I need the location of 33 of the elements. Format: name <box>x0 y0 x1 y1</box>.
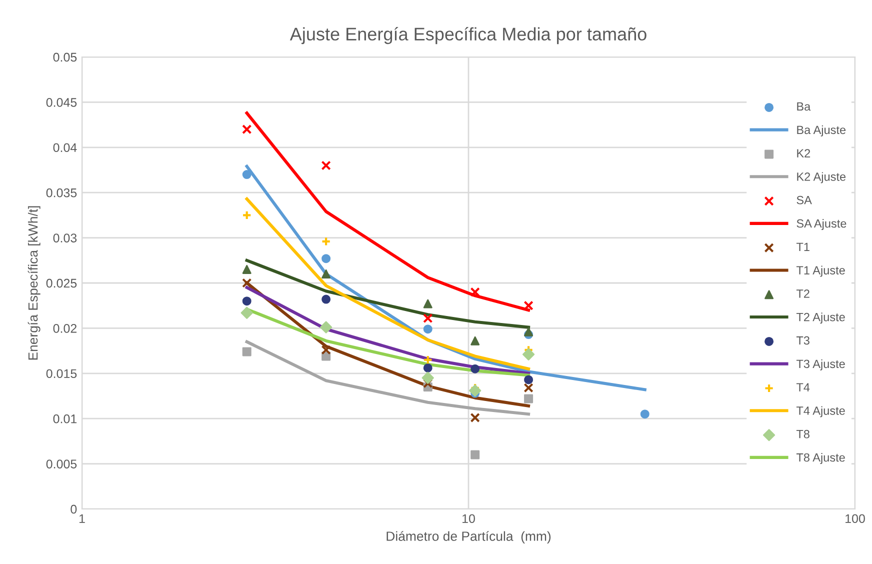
legend-label: T3 <box>796 336 810 345</box>
legend-label: T2 <box>796 290 810 298</box>
legend-label: T4 <box>796 383 810 392</box>
y-tick-label: 0.035 <box>46 188 77 198</box>
legend-label: T2 Ajuste <box>796 312 845 324</box>
legend-label: T1 <box>796 242 810 251</box>
x-tick-label: 10 <box>462 514 475 524</box>
y-tick-label: 0.01 <box>53 414 77 424</box>
y-tick-label: 0.005 <box>46 460 77 468</box>
legend-label: Ba Ajuste <box>797 125 846 136</box>
y-tick-label: 0.025 <box>46 278 77 288</box>
y-tick-label: 0.045 <box>46 98 77 107</box>
x-tick-label: 1 <box>79 514 85 523</box>
legend-label: K2 <box>797 149 810 158</box>
x-axis-title: Diámetro de Partícula (mm) <box>386 531 551 544</box>
legend-label: SA Ajuste <box>796 218 846 230</box>
y-tick-label: 0.03 <box>53 234 77 242</box>
y-tick-label: 0.015 <box>46 369 77 378</box>
y-tick-label: 0.05 <box>53 52 77 62</box>
legend-label: T8 <box>796 430 810 438</box>
legend-label: T4 Ajuste <box>796 406 845 418</box>
y-axis-title: Energía Específica [kWh/t] <box>28 206 40 360</box>
y-tick-label: 0 <box>70 504 77 514</box>
legend-label: K2 Ajuste <box>797 172 846 184</box>
y-tick-label: 0.04 <box>53 143 77 152</box>
legend-label: SA <box>796 196 812 204</box>
chart-title: Ajuste Energía Específica Media por tamaño <box>290 27 646 44</box>
x-tick-label: 100 <box>846 514 865 524</box>
legend-label: T8 Ajuste <box>796 453 845 464</box>
y-tick-label: 0.02 <box>53 324 77 333</box>
legend-label: Ba <box>797 102 811 111</box>
legend-label: T1 Ajuste <box>796 266 845 277</box>
legend-label: T3 Ajuste <box>796 359 845 370</box>
